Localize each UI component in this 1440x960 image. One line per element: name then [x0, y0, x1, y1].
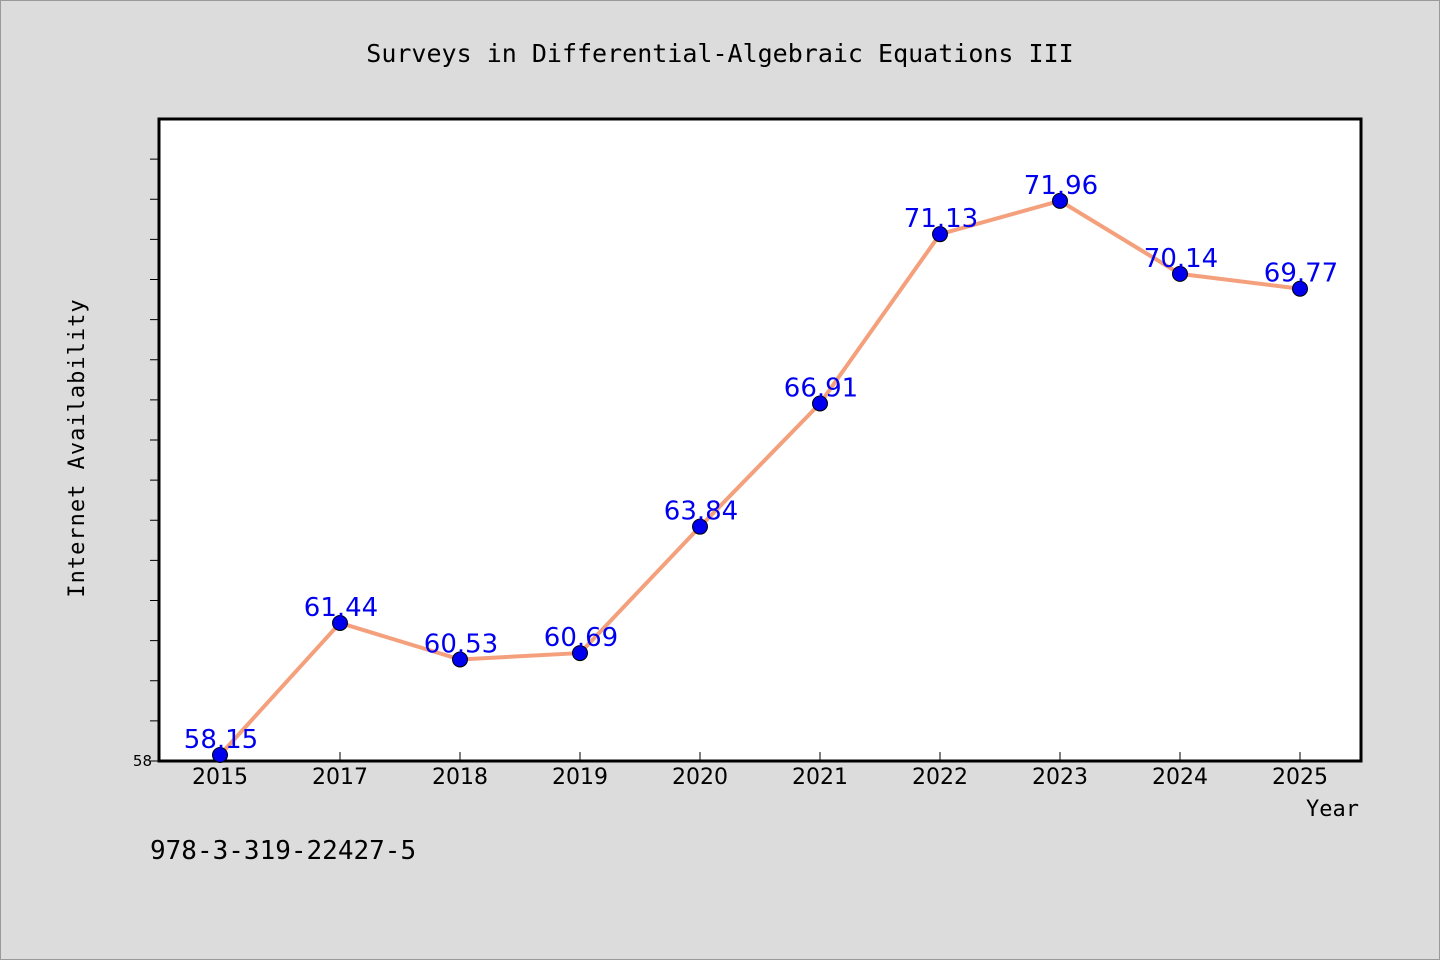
y-axis: 58: [133, 158, 159, 770]
data-label: 60.69: [544, 623, 618, 653]
data-label: 70.14: [1144, 244, 1218, 274]
chart-title: Surveys in Differential-Algebraic Equati…: [366, 39, 1073, 68]
y-axis-label: Internet Availability: [65, 298, 90, 597]
x-tick-label: 2021: [792, 765, 848, 790]
x-tick-label: 2024: [1152, 765, 1208, 790]
x-tick-label: 2017: [312, 765, 368, 790]
data-point: [572, 645, 588, 662]
series-line: [218, 198, 1301, 757]
data-label: 71.96: [1024, 171, 1098, 201]
data-point: [212, 746, 228, 763]
x-tick-label: 2018: [432, 765, 488, 790]
plot-area: [157, 117, 1363, 763]
x-tick-label: 2025: [1272, 765, 1328, 790]
data-point: [1172, 265, 1188, 282]
x-tick-label: 2015: [192, 765, 248, 790]
data-point: [1052, 192, 1068, 209]
data-label: 66.91: [784, 373, 858, 403]
x-tick-label: 2023: [1032, 765, 1088, 790]
data-point: [1292, 280, 1308, 297]
data-label: 71.13: [904, 204, 978, 234]
x-tick-label: 2022: [912, 765, 968, 790]
x-axis-label: Year: [1306, 797, 1359, 822]
data-point: [452, 651, 468, 668]
x-tick-label: 2020: [672, 765, 728, 790]
series-layer: 58.15 61.44 60.53 60.69 63.84 66.91 71.13 71.96…: [184, 171, 1338, 763]
isbn-label: 978-3-319-22427-5: [150, 836, 417, 866]
data-label: 61.44: [304, 593, 378, 623]
data-label: 69.77: [1264, 259, 1338, 289]
data-point: [692, 518, 708, 535]
data-label: 58.15: [184, 725, 258, 755]
data-point: [332, 614, 348, 631]
data-point: [932, 226, 948, 243]
x-axis: 2015 2017 2018 2019 2020 2021 2022 2023 2024 2025: [192, 752, 1328, 790]
y-tick-label: 58: [133, 752, 152, 770]
data-label: 60.53: [424, 629, 498, 659]
x-tick-label: 2019: [552, 765, 608, 790]
data-label: 63.84: [664, 497, 738, 527]
data-point: [812, 395, 828, 412]
